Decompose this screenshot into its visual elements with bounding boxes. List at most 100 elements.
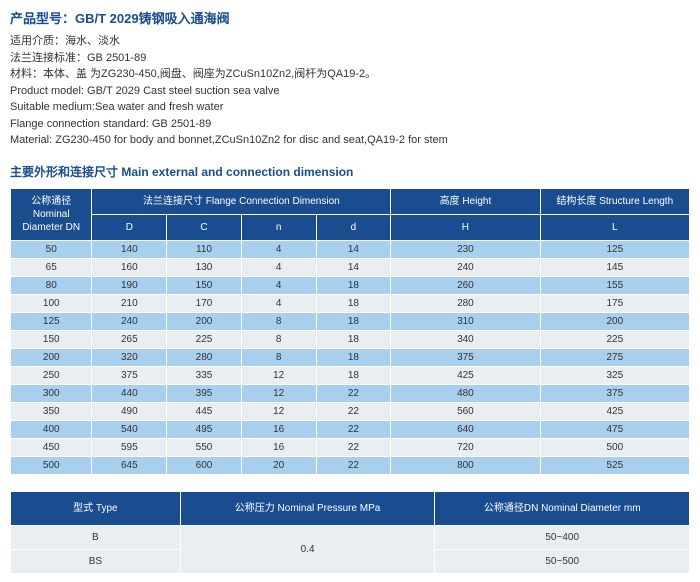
table-row: 150265225818340225 (11, 330, 690, 348)
info-line: Flange connection standard: GB 2501-89 (10, 116, 690, 133)
table-cell: 18 (316, 276, 391, 294)
table-row: 3004403951222480375 (11, 384, 690, 402)
table-cell: 300 (11, 384, 92, 402)
table-cell: 550 (167, 438, 242, 456)
table-cell: 50~500 (435, 549, 690, 573)
table-cell: 275 (540, 348, 689, 366)
table-cell: 480 (391, 384, 540, 402)
col-n: n (241, 214, 316, 240)
table-cell: 210 (92, 294, 167, 312)
table-cell: 200 (540, 312, 689, 330)
table-cell: 440 (92, 384, 167, 402)
table-cell: 445 (167, 402, 242, 420)
table-cell: 8 (241, 312, 316, 330)
table-cell: 16 (241, 420, 316, 438)
table-row: 2503753351218425325 (11, 366, 690, 384)
table-cell: 350 (11, 402, 92, 420)
table-cell: 375 (540, 384, 689, 402)
col-dn: 公称通径 Nominal Diameter DN (11, 188, 92, 240)
table-cell: 500 (540, 438, 689, 456)
table-cell: 190 (92, 276, 167, 294)
col-height: 高度 Height (391, 188, 540, 214)
table-cell: 375 (391, 348, 540, 366)
table-cell: 155 (540, 276, 689, 294)
table-cell: 12 (241, 366, 316, 384)
table-cell: 150 (167, 276, 242, 294)
table-cell: 335 (167, 366, 242, 384)
col2-type: 型式 Type (11, 491, 181, 525)
table-cell: 4 (241, 258, 316, 276)
table-cell: 540 (92, 420, 167, 438)
table-row: 4505955501622720500 (11, 438, 690, 456)
table-cell: 225 (540, 330, 689, 348)
table-cell: 140 (92, 240, 167, 258)
col-D: D (92, 214, 167, 240)
table-row: 200320280818375275 (11, 348, 690, 366)
table-cell: 265 (92, 330, 167, 348)
table-cell: 18 (316, 366, 391, 384)
table-cell: 640 (391, 420, 540, 438)
info-line: 材料：本体、盖 为ZG230-450,阀盘、阀座为ZCuSn10Zn2,阀杆为Q… (10, 66, 690, 83)
table-row: B0.450~400 (11, 525, 690, 549)
table-cell: 225 (167, 330, 242, 348)
table-row: 3504904451222560425 (11, 402, 690, 420)
table-cell: 22 (316, 402, 391, 420)
info-line: Product model: GB/T 2029 Cast steel suct… (10, 83, 690, 100)
table-cell: 14 (316, 258, 391, 276)
table-row: 50140110414230125 (11, 240, 690, 258)
table-cell: 395 (167, 384, 242, 402)
table-cell: 20 (241, 456, 316, 474)
table-cell: 200 (11, 348, 92, 366)
col2-pressure: 公称压力 Nominal Pressure MPa (180, 491, 435, 525)
table-row: 100210170418280175 (11, 294, 690, 312)
table-cell: 170 (167, 294, 242, 312)
table-row: 65160130414240145 (11, 258, 690, 276)
col-L: L (540, 214, 689, 240)
table-cell: BS (11, 549, 181, 573)
table-cell: 50 (11, 240, 92, 258)
table-cell: 100 (11, 294, 92, 312)
table-cell: 525 (540, 456, 689, 474)
table-cell: 150 (11, 330, 92, 348)
table-cell: 320 (92, 348, 167, 366)
table-cell: 22 (316, 384, 391, 402)
table-cell: 80 (11, 276, 92, 294)
table-cell: 16 (241, 438, 316, 456)
table-cell: 110 (167, 240, 242, 258)
table-cell: 280 (167, 348, 242, 366)
table-cell: 130 (167, 258, 242, 276)
table-row: 5006456002022800525 (11, 456, 690, 474)
table-cell: 65 (11, 258, 92, 276)
table-cell: B (11, 525, 181, 549)
col-H: H (391, 214, 540, 240)
table-cell: 18 (316, 312, 391, 330)
table-row: 125240200818310200 (11, 312, 690, 330)
table-cell: 280 (391, 294, 540, 312)
table-cell: 14 (316, 240, 391, 258)
table-cell: 425 (391, 366, 540, 384)
type-table: 型式 Type 公称压力 Nominal Pressure MPa 公称通径DN… (10, 491, 690, 574)
table-row: 4005404951622640475 (11, 420, 690, 438)
table-cell: 375 (92, 366, 167, 384)
table-cell: 260 (391, 276, 540, 294)
table-cell: 125 (11, 312, 92, 330)
info-line: Material: ZG230-450 for body and bonnet,… (10, 132, 690, 149)
table-cell: 240 (92, 312, 167, 330)
table-cell: 495 (167, 420, 242, 438)
table-cell: 800 (391, 456, 540, 474)
table-cell: 4 (241, 276, 316, 294)
table-cell: 475 (540, 420, 689, 438)
table-cell: 175 (540, 294, 689, 312)
table-cell: 500 (11, 456, 92, 474)
product-info-block: 适用介质：海水、淡水法兰连接标准：GB 2501-89材料：本体、盖 为ZG23… (10, 33, 690, 149)
table-cell: 310 (391, 312, 540, 330)
table-cell: 325 (540, 366, 689, 384)
table-cell: 560 (391, 402, 540, 420)
table-cell: 4 (241, 240, 316, 258)
table-cell: 230 (391, 240, 540, 258)
table-cell: 340 (391, 330, 540, 348)
table-cell: 490 (92, 402, 167, 420)
table-cell: 720 (391, 438, 540, 456)
table-cell: 125 (540, 240, 689, 258)
table-cell: 595 (92, 438, 167, 456)
